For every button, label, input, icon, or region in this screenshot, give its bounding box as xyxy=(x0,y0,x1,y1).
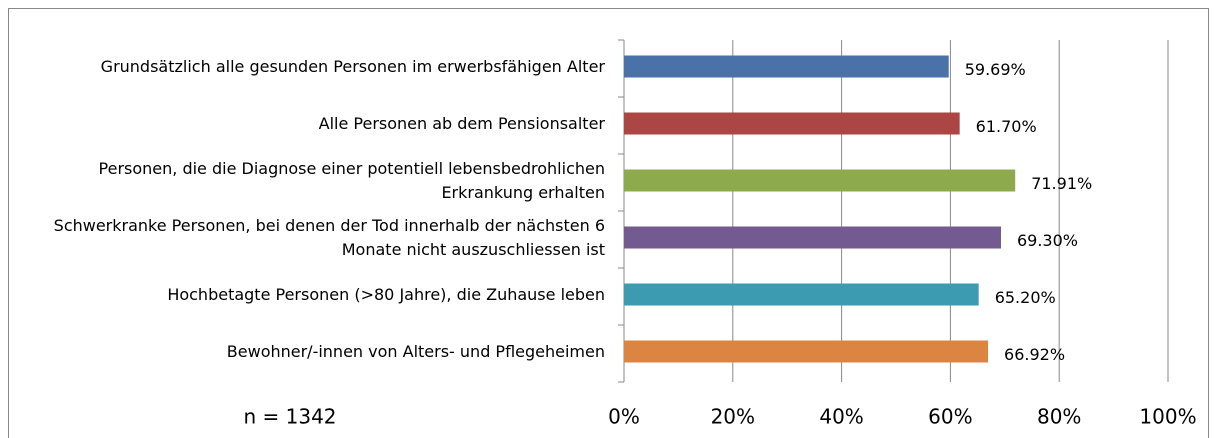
data-label: 65.20% xyxy=(995,288,1056,307)
category-label: Schwerkranke Personen, bei denen der Tod… xyxy=(53,215,605,259)
bar xyxy=(624,340,989,363)
bar xyxy=(624,226,1001,249)
frame xyxy=(8,8,1209,438)
category-label: Personen, die die Diagnose einer potenti… xyxy=(98,158,605,202)
annotation: n = 1342 xyxy=(243,405,336,429)
data-label: 66.92% xyxy=(1004,345,1065,364)
category-label: Grundsätzlich alle gesunden Personen im … xyxy=(100,56,605,76)
bar xyxy=(624,283,979,306)
data-label: 71.91% xyxy=(1031,174,1092,193)
category-label: Alle Personen ab dem Pensionsalter xyxy=(318,113,605,133)
x-tick-label: 0% xyxy=(608,405,640,429)
data-label: 61.70% xyxy=(976,117,1037,136)
x-tick-label: 80% xyxy=(1037,405,1081,429)
data-label: 59.69% xyxy=(965,60,1026,79)
data-label: 69.30% xyxy=(1017,231,1078,250)
category-label: Bewohner/-innen von Alters- und Pflegehe… xyxy=(226,341,605,361)
x-tick-label: 20% xyxy=(711,405,755,429)
bar xyxy=(624,169,1016,192)
x-tick-label: 100% xyxy=(1139,405,1196,429)
x-tick-label: 40% xyxy=(819,405,863,429)
bar xyxy=(624,55,949,78)
bar xyxy=(624,112,960,135)
x-tick-label: 60% xyxy=(928,405,972,429)
category-label: Hochbetagte Personen (>80 Jahre), die Zu… xyxy=(167,284,605,304)
